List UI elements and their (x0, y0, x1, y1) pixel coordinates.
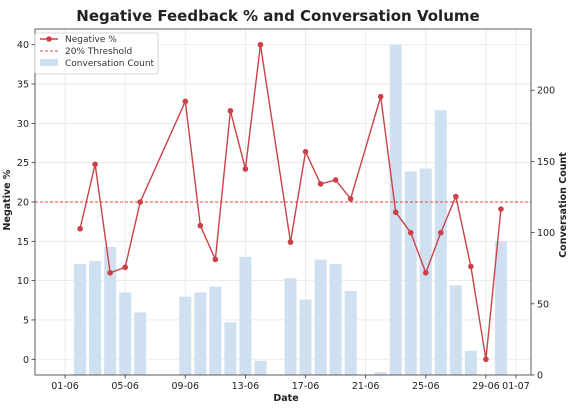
bar-series (74, 44, 507, 376)
x-tick-label: 13-06 (232, 381, 260, 392)
left-y-axis-label: Negative % (2, 169, 13, 230)
conversation-count-bar (404, 171, 417, 375)
left-y-tick-label: 35 (17, 80, 29, 91)
negative-percent-point (212, 256, 219, 263)
line-series (77, 41, 504, 363)
left-y-tick-label: 20 (17, 198, 29, 209)
legend-bar-swatch (40, 59, 58, 66)
negative-percent-point (317, 181, 324, 187)
x-tick-label: 17-06 (292, 381, 320, 392)
left-y-tick-label: 40 (17, 40, 29, 51)
negative-percent-point (182, 98, 189, 105)
x-tick-label: 01-06 (51, 381, 79, 392)
conversation-count-bar (74, 263, 87, 375)
conversation-count-bar (239, 256, 252, 375)
negative-percent-point (77, 225, 83, 232)
x-tick-label: 25-06 (412, 381, 440, 392)
conversation-count-bar (254, 360, 267, 375)
left-y-tick-label: 30 (17, 119, 29, 130)
right-y-axis-label: Conversation Count (558, 152, 569, 258)
left-y-tick-label: 5 (23, 315, 29, 326)
left-y-tick-label: 0 (23, 355, 29, 366)
conversation-count-bar (209, 286, 222, 375)
negative-percent-point (137, 199, 144, 205)
negative-percent-point (377, 93, 384, 100)
conversation-count-bar (284, 278, 297, 375)
left-y-axis-ticks: 0 5 10 15 20 25 30 35 40 (17, 40, 35, 366)
right-y-tick-label: 200 (537, 86, 555, 97)
conversation-count-bar (374, 372, 387, 375)
legend-box (34, 32, 159, 75)
left-y-tick-label: 10 (17, 276, 29, 287)
negative-percent-point (92, 161, 98, 168)
negative-percent-point (438, 229, 444, 236)
negative-percent-point (498, 206, 504, 212)
x-tick-label: 21-06 (352, 381, 380, 392)
left-y-tick-label: 25 (17, 158, 29, 169)
conversation-count-bar (179, 296, 192, 375)
x-tick-label: 05-06 (111, 381, 139, 392)
legend-bar-label: Conversation Count (65, 59, 155, 69)
negative-percent-point (332, 177, 339, 183)
right-y-axis-ticks: 0 50 100 150 200 (531, 86, 555, 382)
conversation-count-bar (119, 292, 132, 375)
conversation-count-bar (329, 263, 342, 375)
legend-threshold-label: 20% Threshold (65, 47, 132, 57)
negative-percent-point (197, 222, 204, 229)
right-y-tick-label: 150 (537, 157, 555, 168)
negative-percent-point (483, 356, 489, 363)
conversation-count-bar (134, 312, 147, 375)
conversation-count-bar (434, 110, 447, 375)
x-tick-label: 01-07 (502, 381, 530, 392)
x-axis-label: Date (273, 393, 298, 404)
conversation-count-bar (89, 261, 102, 375)
right-y-tick-label: 100 (537, 228, 555, 239)
legend-line-label: Negative % (65, 35, 117, 45)
negative-percent-point (453, 193, 459, 200)
conversation-count-bar (314, 259, 327, 375)
conversation-count-bar (224, 322, 237, 375)
left-y-tick-label: 15 (17, 237, 29, 248)
legend-line-marker (46, 36, 52, 42)
right-y-tick-label: 50 (537, 299, 549, 310)
conversation-count-bar (464, 350, 477, 375)
negative-percent-point (468, 263, 474, 270)
negative-percent-point (347, 196, 354, 202)
conversation-count-bar (194, 292, 207, 375)
chart-title: Negative Feedback % and Conversation Vol… (76, 7, 479, 25)
negative-percent-point (392, 209, 399, 216)
conversation-count-bar (494, 241, 507, 375)
conversation-count-bar (299, 299, 312, 375)
legend: Negative % 20% Threshold Conversation Co… (34, 32, 159, 75)
negative-percent-point (287, 239, 294, 245)
negative-percent-point (227, 107, 234, 114)
conversation-count-bar (449, 285, 462, 375)
right-y-tick-label: 0 (537, 371, 543, 382)
x-tick-label: 09-06 (171, 381, 199, 392)
negative-percent-point (407, 229, 414, 236)
x-tick-label: 29-06 (472, 381, 500, 392)
conversation-count-bar (104, 246, 117, 375)
negative-percent-point (122, 264, 128, 271)
x-axis-ticks: 01-06 05-06 09-06 13-06 17-06 21-06 25-06 29-06… (51, 375, 530, 392)
negative-percent-point (257, 41, 264, 48)
negative-percent-point (242, 166, 249, 172)
conversation-count-bar (344, 290, 357, 375)
negative-percent-point (107, 269, 113, 276)
negative-percent-point (302, 148, 309, 155)
negative-percent-point (422, 269, 429, 276)
